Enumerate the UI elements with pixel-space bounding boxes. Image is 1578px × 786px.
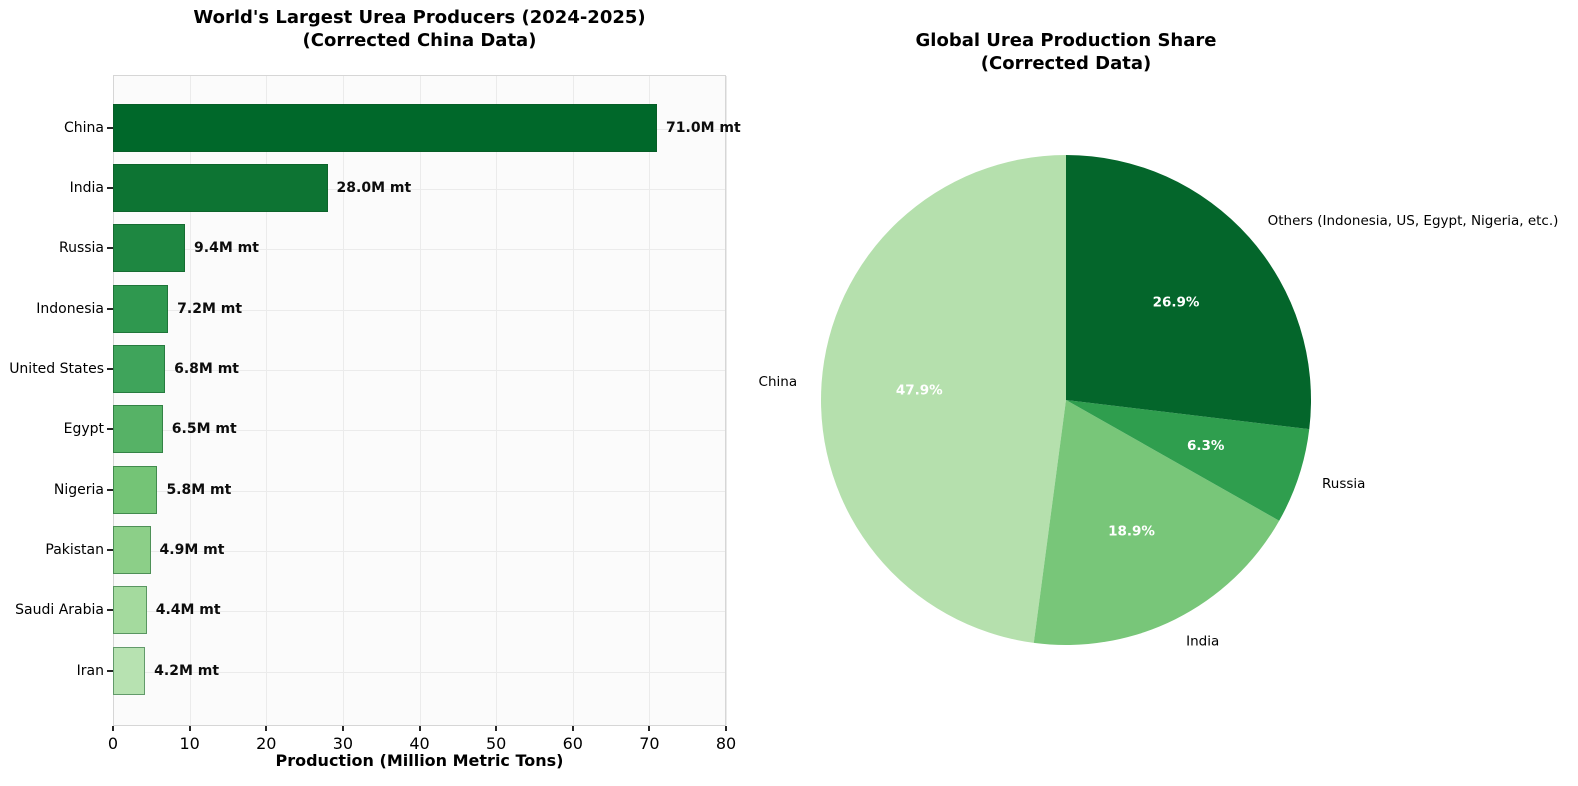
bar-value-label: 4.4M mt xyxy=(155,602,221,619)
y-tick-mark xyxy=(107,428,113,431)
category-label: Indonesia xyxy=(36,300,104,317)
category-label: China xyxy=(64,119,104,136)
gridline-vertical xyxy=(649,76,651,725)
y-tick-mark xyxy=(107,609,113,612)
gridline-vertical xyxy=(726,76,727,725)
gridline-horizontal xyxy=(114,309,725,311)
gridline-horizontal xyxy=(114,430,725,432)
category-label: India xyxy=(69,179,104,196)
pie-chart-title: Global Urea Production Share (Corrected … xyxy=(700,29,1432,75)
pie-percent-label: 18.9% xyxy=(1108,524,1155,540)
bar-value-label: 9.4M mt xyxy=(194,240,259,257)
gridline-vertical xyxy=(189,76,191,725)
gridline-horizontal xyxy=(114,490,725,492)
category-label: Saudi Arabia xyxy=(15,602,104,619)
bar-value-label: 4.9M mt xyxy=(159,541,225,558)
pie-slice-india xyxy=(1033,400,1280,645)
x-tick-label: 0 xyxy=(107,734,119,753)
y-tick-mark xyxy=(107,669,113,672)
bar-value-label: 6.5M mt xyxy=(171,421,237,438)
y-tick-mark xyxy=(107,126,113,129)
category-label: Pakistan xyxy=(45,541,104,558)
x-axis-label: Production (Million Metric Tons) xyxy=(275,751,564,770)
gridline-horizontal xyxy=(114,249,725,251)
bar-india xyxy=(113,163,328,212)
gridline-horizontal xyxy=(114,188,725,190)
gridline-horizontal xyxy=(114,671,725,673)
y-tick-mark xyxy=(107,488,113,491)
bar-nigeria xyxy=(113,465,158,514)
pie-chart-title-line1: Global Urea Production Share xyxy=(915,30,1217,51)
x-tick-mark xyxy=(188,726,191,731)
y-tick-mark xyxy=(107,247,113,250)
category-label: Iran xyxy=(76,662,104,679)
x-tick-mark xyxy=(571,726,574,731)
pie-chart: Global Urea Production Share (Corrected … xyxy=(700,0,1578,786)
pie-slice-label: China xyxy=(759,374,798,390)
gridline-vertical xyxy=(342,76,344,725)
x-tick-label: 70 xyxy=(639,734,660,753)
gridline-horizontal xyxy=(114,550,725,552)
bar-value-label: 6.8M mt xyxy=(174,360,239,377)
bar-value-label: 71.0M mt xyxy=(666,119,741,136)
pie-chart-title-line2: (Corrected Data) xyxy=(980,53,1152,74)
y-tick-mark xyxy=(107,548,113,551)
bar-chart-title-line2: (Corrected China Data) xyxy=(302,30,537,51)
pie-slice-label: Russia xyxy=(1322,476,1365,492)
pie-slice-label: India xyxy=(1186,633,1219,649)
x-tick-mark xyxy=(495,726,498,731)
bar-value-label: 7.2M mt xyxy=(177,300,243,317)
bar-chart: World's Largest Urea Producers (2024-202… xyxy=(9,7,741,770)
category-label: Egypt xyxy=(63,421,104,438)
y-tick-mark xyxy=(107,367,113,370)
gridline-vertical xyxy=(572,76,574,725)
x-tick-label: 20 xyxy=(256,734,277,753)
y-tick-mark xyxy=(107,307,113,310)
x-tick-mark xyxy=(648,726,651,731)
y-tick-mark xyxy=(107,186,113,189)
bar-plot-area xyxy=(113,75,727,726)
x-tick-label: 40 xyxy=(409,734,430,753)
pie-percent-label: 26.9% xyxy=(1153,294,1200,310)
bar-chart-title: World's Largest Urea Producers (2024-202… xyxy=(0,6,839,52)
category-label: Nigeria xyxy=(53,481,104,498)
bar-egypt xyxy=(113,405,163,454)
bar-value-label: 28.0M mt xyxy=(336,179,412,196)
pie-slice-russia xyxy=(1066,400,1310,521)
bar-value-label: 4.2M mt xyxy=(154,662,220,679)
x-tick-label: 80 xyxy=(715,734,737,753)
x-tick-mark xyxy=(418,726,421,731)
x-tick-label: 10 xyxy=(179,734,200,753)
x-tick-label: 30 xyxy=(332,734,354,753)
gridline-vertical xyxy=(266,76,268,725)
category-label: United States xyxy=(9,360,104,377)
x-tick-mark xyxy=(725,726,727,731)
bar-pakistan xyxy=(113,525,151,574)
category-label: Russia xyxy=(58,240,104,257)
gridline-vertical xyxy=(496,76,498,725)
bar-iran xyxy=(113,646,146,695)
gridline-horizontal xyxy=(114,369,725,371)
bar-chart-title-line1: World's Largest Urea Producers (2024-202… xyxy=(193,7,646,28)
bar-russia xyxy=(113,224,186,273)
pie-svg: 47.9% China 18.9% India 6.3% Russia 26.9% Other… xyxy=(759,154,1559,649)
x-tick-label: 60 xyxy=(562,734,583,753)
bar-indonesia xyxy=(113,284,169,333)
pie-percent-label: 47.9% xyxy=(896,382,943,398)
pie-slice-china xyxy=(821,155,1066,643)
pie-slice-label: Others (Indonesia, US, Egypt, Nigeria, e… xyxy=(1268,213,1559,229)
x-tick-mark xyxy=(341,726,344,731)
bar-saudi-arabia xyxy=(113,586,147,635)
bar-china xyxy=(113,103,658,152)
pie-slice-others xyxy=(1066,154,1312,430)
bar-value-label: 5.8M mt xyxy=(166,481,232,498)
gridline-horizontal xyxy=(114,611,725,613)
x-tick-mark xyxy=(265,726,268,731)
x-tick-mark xyxy=(112,726,114,731)
pie-percent-label: 6.3% xyxy=(1187,438,1225,454)
x-tick-label: 50 xyxy=(485,734,507,753)
bar-united-states xyxy=(113,344,166,393)
gridline-vertical xyxy=(419,76,421,725)
